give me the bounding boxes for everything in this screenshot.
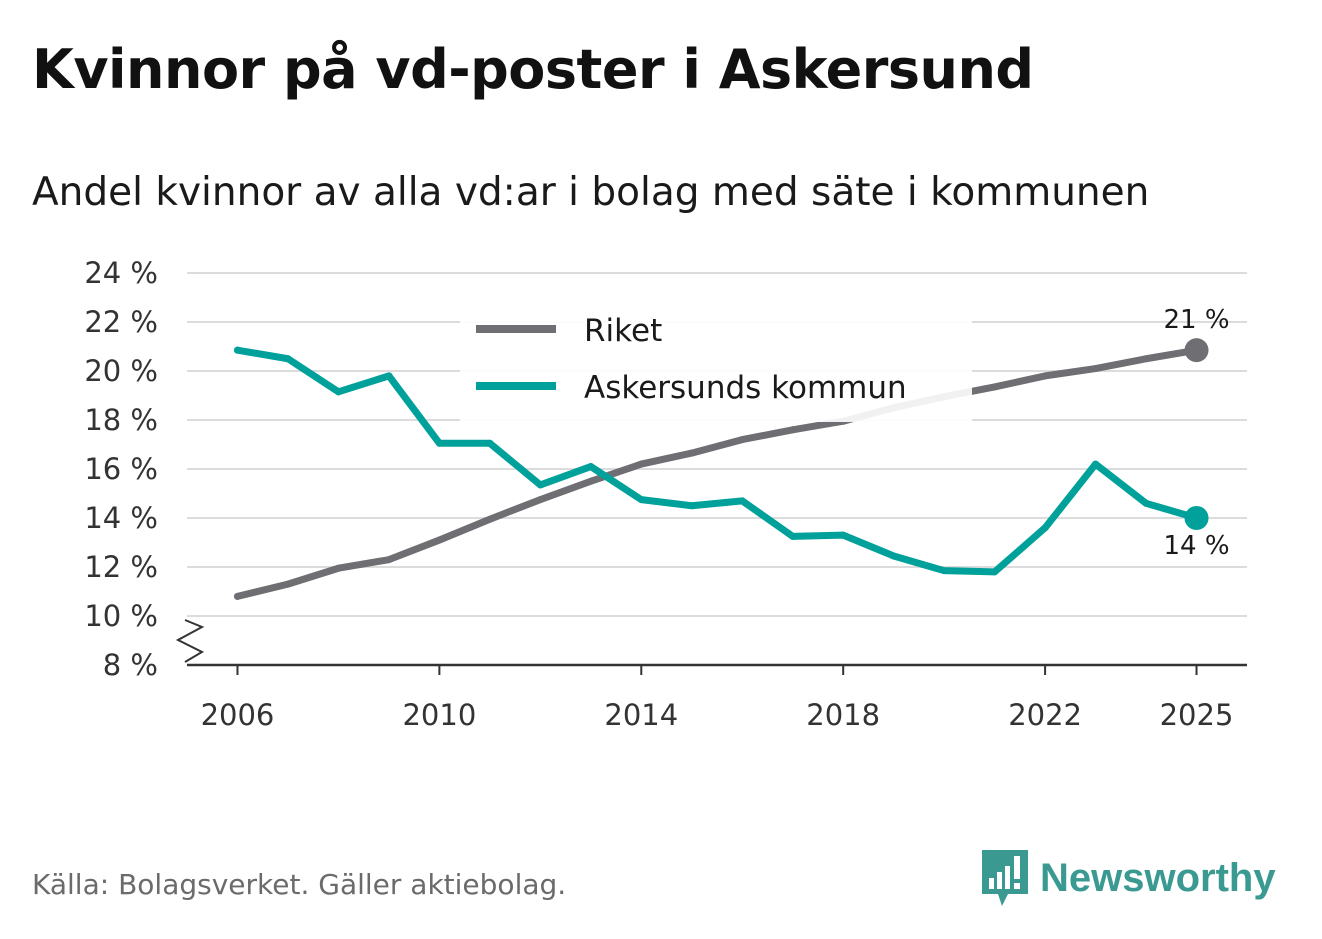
legend-background [460, 302, 972, 422]
data-point [1142, 499, 1150, 507]
data-point [1041, 372, 1049, 380]
end-label-askersund: 14 % [1163, 531, 1229, 561]
data-point [738, 436, 746, 444]
data-point [688, 449, 696, 457]
data-point [435, 439, 443, 447]
series-line-riket [233, 346, 1201, 600]
data-point [1092, 460, 1100, 468]
data-point [1092, 365, 1100, 373]
legend: Riket Askersunds kommun [460, 302, 972, 422]
data-point [284, 355, 292, 363]
y-tick-label: 22 % [84, 305, 158, 339]
end-marker-askersund [1184, 506, 1209, 530]
x-tick-label: 2025 [1160, 698, 1234, 732]
data-point [789, 532, 797, 540]
newsworthy-logo-icon [982, 850, 1028, 906]
data-point [334, 564, 342, 572]
brand-name: Newsworthy [1040, 855, 1276, 900]
data-point [1142, 355, 1150, 363]
y-tick-label: 10 % [84, 599, 158, 633]
y-tick-label: 14 % [84, 501, 158, 535]
series-line-askersund [233, 346, 1201, 576]
data-point [233, 346, 241, 354]
axis-break-icon [175, 619, 205, 663]
chart-title: Kvinnor på vd-poster i Askersund [32, 38, 1034, 101]
brand-logo: Newsworthy [980, 848, 1276, 908]
data-point [435, 536, 443, 544]
x-tick-label: 2018 [806, 698, 880, 732]
x-axis: 2006 2010 2014 2018 2022 2025 [175, 619, 1247, 732]
series-layer [233, 346, 1201, 600]
legend-label-askersund: Askersunds kommun [584, 370, 907, 406]
source-note: Källa: Bolagsverket. Gäller aktiebolag. [32, 868, 567, 901]
data-point [890, 552, 898, 560]
data-point [385, 556, 393, 564]
data-point [536, 481, 544, 489]
data-point [486, 515, 494, 523]
data-point [385, 372, 393, 380]
chart-subtitle: Andel kvinnor av alla vd:ar i bolag med … [32, 170, 1150, 215]
data-point [1041, 524, 1049, 532]
data-point [738, 497, 746, 505]
x-tick-label: 2006 [201, 698, 275, 732]
data-point [587, 477, 595, 485]
end-marker-riket [1184, 338, 1209, 363]
data-point [587, 463, 595, 471]
x-tick-label: 2010 [402, 698, 476, 732]
y-tick-label: 8 % [103, 648, 158, 682]
end-label-riket: 21 % [1163, 305, 1229, 335]
y-tick-label: 20 % [84, 354, 158, 388]
y-axis: 8 % 10 % 12 % 14 % 16 % 18 % 20 % 22 % 24 % [84, 256, 158, 682]
data-point [940, 567, 948, 575]
data-point [536, 496, 544, 504]
data-point [486, 439, 494, 447]
end-points: 21 % 14 % [1163, 305, 1229, 561]
data-point [637, 460, 645, 468]
data-point [991, 568, 999, 576]
data-point [839, 531, 847, 539]
y-tick-label: 24 % [84, 256, 158, 290]
data-point [789, 426, 797, 434]
x-tick-label: 2014 [604, 698, 678, 732]
data-point [233, 592, 241, 600]
data-point [284, 580, 292, 588]
data-point [991, 383, 999, 391]
data-point [637, 496, 645, 504]
x-tick-label: 2022 [1008, 698, 1082, 732]
y-tick-label: 18 % [84, 403, 158, 437]
y-tick-label: 16 % [84, 452, 158, 486]
legend-label-riket: Riket [584, 313, 662, 349]
data-point [334, 388, 342, 396]
data-point [688, 502, 696, 510]
y-tick-label: 12 % [84, 550, 158, 584]
